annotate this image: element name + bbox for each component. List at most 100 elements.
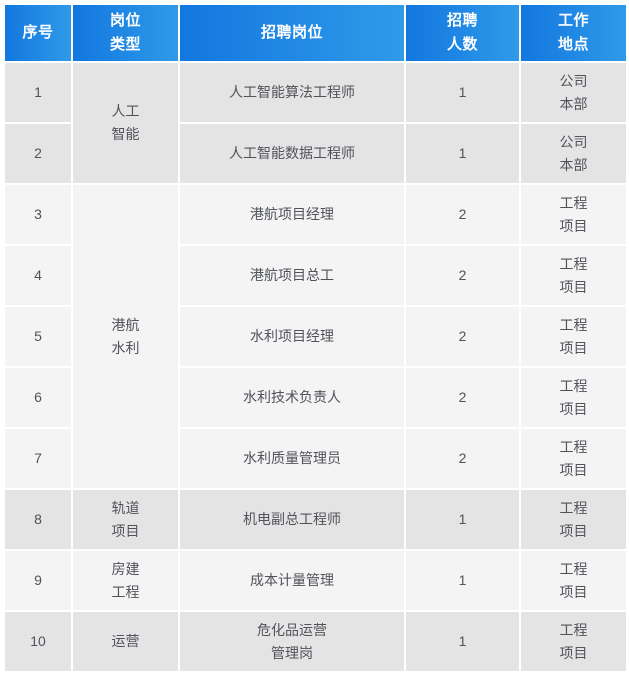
cell-index: 10 bbox=[5, 612, 71, 671]
column-header-label-line: 工作 bbox=[557, 12, 589, 29]
cell-location-line: 本部 bbox=[559, 156, 588, 173]
cell-position: 水利技术负责人 bbox=[180, 368, 404, 427]
cell-position-line: 水利质量管理员 bbox=[243, 450, 341, 466]
cell-category-line: 港航 bbox=[111, 316, 140, 333]
cell-headcount: 2 bbox=[406, 246, 519, 305]
cell-location: 工程 项目 bbox=[521, 246, 626, 305]
recruitment-table: 序号 岗位 类型 招聘岗位 招聘 人数 工作 地点 1 人工 智能 人工智能算法工程师 1 公司 本部 2 人… bbox=[3, 3, 628, 673]
cell-index: 9 bbox=[5, 551, 71, 610]
table-body: 1 人工 智能 人工智能算法工程师 1 公司 本部 2 人工智能数据工程师 1 公司 本部 3 港航 水利港… bbox=[5, 63, 626, 671]
cell-location-line: 工程 bbox=[559, 438, 588, 455]
cell-index: 2 bbox=[5, 124, 71, 183]
cell-index: 3 bbox=[5, 185, 71, 244]
cell-headcount: 2 bbox=[406, 368, 519, 427]
cell-index: 5 bbox=[5, 307, 71, 366]
cell-category-line: 人工 bbox=[111, 103, 140, 119]
cell-position-line: 水利技术负责人 bbox=[243, 389, 341, 405]
cell-position-line: 成本计量管理 bbox=[250, 572, 334, 588]
table-row: 4 港航项目总工 2 工程 项目 bbox=[5, 246, 626, 305]
column-header-index: 序号 bbox=[5, 5, 71, 61]
cell-position-line: 港航项目总工 bbox=[250, 267, 334, 283]
cell-location-line: 项目 bbox=[559, 644, 588, 661]
table-row: 10 运营 危化品运营 管理岗 1 工程 项目 bbox=[5, 612, 626, 671]
column-header-label-line: 类型 bbox=[109, 36, 141, 53]
cell-category-line: 运营 bbox=[111, 633, 140, 649]
cell-location: 工程 项目 bbox=[521, 307, 626, 366]
cell-category: 运营 bbox=[73, 612, 178, 671]
cell-headcount: 1 bbox=[406, 490, 519, 549]
cell-headcount: 2 bbox=[406, 307, 519, 366]
cell-location: 工程 项目 bbox=[521, 490, 626, 549]
cell-location: 工程 项目 bbox=[521, 612, 626, 671]
cell-location-line: 公司 bbox=[559, 133, 588, 150]
cell-location: 工程 项目 bbox=[521, 368, 626, 427]
cell-category: 港航 水利 bbox=[73, 185, 178, 488]
cell-position: 人工智能算法工程师 bbox=[180, 63, 404, 122]
cell-location-line: 工程 bbox=[559, 621, 588, 638]
cell-position-line: 机电副总工程师 bbox=[243, 511, 341, 527]
cell-headcount: 1 bbox=[406, 612, 519, 671]
table-row: 5 水利项目经理 2 工程 项目 bbox=[5, 307, 626, 366]
cell-location-line: 项目 bbox=[559, 461, 588, 478]
cell-position: 危化品运营 管理岗 bbox=[180, 612, 404, 671]
cell-location: 公司 本部 bbox=[521, 124, 626, 183]
table-row: 2 人工智能数据工程师 1 公司 本部 bbox=[5, 124, 626, 183]
cell-location: 工程 项目 bbox=[521, 551, 626, 610]
cell-location: 工程 项目 bbox=[521, 185, 626, 244]
cell-category-line: 轨道 bbox=[111, 499, 140, 516]
cell-category: 房建 工程 bbox=[73, 551, 178, 610]
cell-position: 港航项目总工 bbox=[180, 246, 404, 305]
cell-position: 水利项目经理 bbox=[180, 307, 404, 366]
table-header-row: 序号 岗位 类型 招聘岗位 招聘 人数 工作 地点 bbox=[5, 5, 626, 61]
table-header: 序号 岗位 类型 招聘岗位 招聘 人数 工作 地点 bbox=[5, 5, 626, 61]
cell-position: 成本计量管理 bbox=[180, 551, 404, 610]
cell-index: 8 bbox=[5, 490, 71, 549]
cell-location-line: 工程 bbox=[559, 255, 588, 272]
cell-location-line: 项目 bbox=[559, 339, 588, 356]
column-header-category: 岗位 类型 bbox=[73, 5, 178, 61]
cell-category-line: 智能 bbox=[111, 126, 140, 142]
cell-location-line: 本部 bbox=[559, 95, 588, 112]
cell-headcount: 1 bbox=[406, 551, 519, 610]
cell-position-line: 人工智能算法工程师 bbox=[229, 84, 355, 100]
cell-category-line: 项目 bbox=[111, 522, 140, 539]
cell-headcount: 1 bbox=[406, 63, 519, 122]
cell-category-line: 水利 bbox=[111, 339, 140, 356]
cell-location-line: 项目 bbox=[559, 522, 588, 539]
cell-headcount: 1 bbox=[406, 124, 519, 183]
column-header-label-line: 地点 bbox=[557, 36, 589, 53]
cell-location-line: 项目 bbox=[559, 278, 588, 295]
table-row: 7 水利质量管理员 2 工程 项目 bbox=[5, 429, 626, 488]
table-row: 6 水利技术负责人 2 工程 项目 bbox=[5, 368, 626, 427]
column-header-label-line: 人数 bbox=[446, 36, 478, 53]
cell-location-line: 工程 bbox=[559, 377, 588, 394]
cell-headcount: 2 bbox=[406, 185, 519, 244]
cell-position-line: 港航项目经理 bbox=[250, 206, 334, 222]
column-header-label-line: 序号 bbox=[22, 24, 54, 41]
cell-category: 轨道 项目 bbox=[73, 490, 178, 549]
cell-category-line: 工程 bbox=[111, 583, 140, 600]
cell-position-line: 人工智能数据工程师 bbox=[229, 145, 355, 161]
cell-index: 7 bbox=[5, 429, 71, 488]
cell-location-line: 工程 bbox=[559, 499, 588, 516]
cell-position: 水利质量管理员 bbox=[180, 429, 404, 488]
cell-index: 1 bbox=[5, 63, 71, 122]
cell-location-line: 工程 bbox=[559, 316, 588, 333]
cell-location-line: 工程 bbox=[559, 560, 588, 577]
column-header-label-line: 岗位 bbox=[109, 12, 141, 29]
cell-location: 公司 本部 bbox=[521, 63, 626, 122]
table-row: 3 港航 水利 港航项目经理 2 工程 项目 bbox=[5, 185, 626, 488]
cell-location-line: 项目 bbox=[559, 400, 588, 417]
cell-location: 工程 项目 bbox=[521, 429, 626, 488]
table-row: 1 人工 智能 人工智能算法工程师 1 公司 本部 bbox=[5, 63, 626, 183]
cell-headcount: 2 bbox=[406, 429, 519, 488]
cell-position: 机电副总工程师 bbox=[180, 490, 404, 549]
cell-index: 6 bbox=[5, 368, 71, 427]
cell-index: 4 bbox=[5, 246, 71, 305]
column-header-label-line: 招聘 bbox=[446, 12, 478, 29]
cell-position: 港航项目经理 bbox=[180, 185, 404, 244]
cell-location-line: 项目 bbox=[559, 583, 588, 600]
table-row: 9 房建 工程 成本计量管理 1 工程 项目 bbox=[5, 551, 626, 610]
column-header-headcount: 招聘 人数 bbox=[406, 5, 519, 61]
